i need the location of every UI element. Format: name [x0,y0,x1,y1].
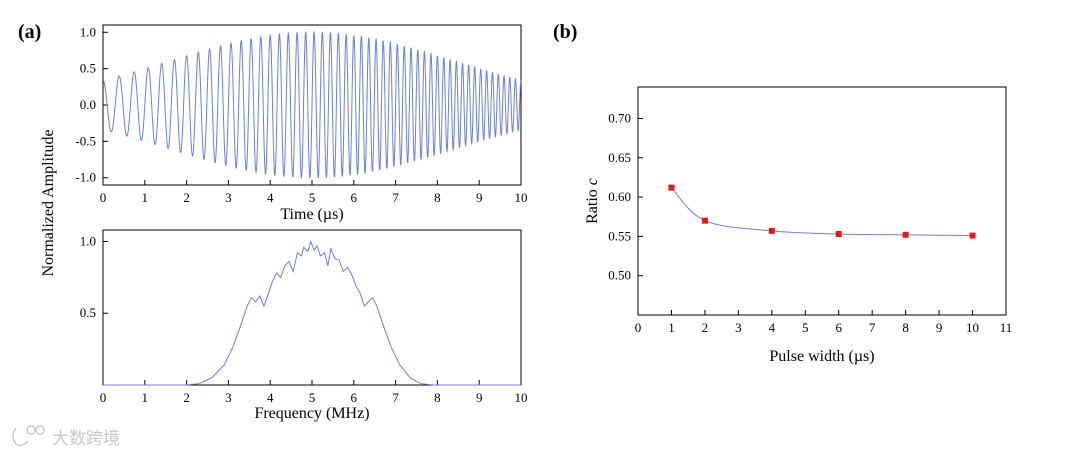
ratio-x-tick-label: 6 [835,320,842,335]
time-x-axis-label: Time (µs) [280,206,343,223]
ratio-x-tick-label: 5 [802,320,809,335]
ratio-y-ticks: 0.70 0.65 0.60 0.55 0.50 [608,110,643,283]
time-x-tick-label: 5 [309,190,316,205]
spectrum-x-tick-label: 3 [225,390,232,405]
ratio-y-tick-label: 0.65 [608,150,631,165]
panel-b-label: (b) [553,21,577,43]
time-x-tick-label: 0 [100,190,107,205]
spectrum-y-ticks: 1.0 0.5 [80,233,108,320]
time-x-tick-label: 1 [142,190,149,205]
spectrum-x-axis-label: Frequency (MHz) [254,405,369,422]
ratio-x-tick-label: 10 [966,320,979,335]
ratio-y-tick-label: 0.50 [608,268,631,283]
time-y-tick-label: 1.0 [80,24,96,39]
spectrum-y-tick-label: 0.5 [80,305,96,320]
time-y-ticks: 1.0 0.5 0.0 -0.5 -1.0 [75,24,108,185]
ratio-data-point [701,217,708,224]
ratio-x-axis-label: Pulse width (µs) [769,348,874,365]
watermark: 大数跨境 [12,425,120,449]
ratio-x-ticks: 0 1 2 3 4 5 6 7 8 9 10 11 [635,310,1013,335]
watermark-logo-icon [12,425,45,447]
spectrum-x-tick-label: 5 [309,390,316,405]
spectrum-chart: 0 1 2 3 4 5 6 7 8 9 10 1.0 0.5 Frequency (MHz) [80,229,528,422]
ratio-data-point [835,231,842,238]
time-y-tick-label: -1.0 [75,170,96,185]
ratio-y-label-var: c [584,178,601,185]
time-x-tick-label: 10 [515,190,528,205]
ratio-x-tick-label: 7 [869,320,876,335]
ratio-data-point [668,184,675,191]
spectrum-x-tick-label: 10 [515,390,528,405]
ratio-x-tick-label: 2 [702,320,709,335]
ratio-x-tick-label: 8 [902,320,909,335]
spectrum-x-tick-label: 6 [351,390,358,405]
spectrum-x-tick-label: 7 [392,390,399,405]
ratio-x-tick-label: 9 [936,320,943,335]
spectrum-x-tick-label: 1 [142,390,149,405]
ratio-plot-frame [637,86,1007,316]
spectrum-x-tick-label: 8 [434,390,441,405]
spectrum-y-tick-label: 1.0 [80,233,96,248]
time-x-tick-label: 8 [434,190,441,205]
spectrum-x-tick-label: 9 [476,390,483,405]
time-y-tick-label: 0.5 [80,61,96,76]
ratio-y-axis-label: Ratio c [584,178,601,224]
ratio-x-tick-label: 3 [735,320,742,335]
time-y-tick-label: 0.0 [80,97,96,112]
time-x-tick-label: 7 [392,190,399,205]
ratio-y-label-prefix: Ratio [584,185,601,224]
time-x-tick-label: 6 [351,190,358,205]
ratio-x-tick-label: 11 [1000,320,1013,335]
ratio-x-tick-label: 4 [769,320,776,335]
spectrum-trace [103,239,521,386]
time-x-ticks: 0 1 2 3 4 5 6 7 8 9 10 [100,180,528,205]
time-signal-trace [102,30,522,180]
ratio-data-point [768,227,775,234]
time-signal-chart: 0 1 2 3 4 5 6 7 8 9 10 1.0 0.5 0.0 -0.5 -1.0 Time (µs) [75,24,527,223]
ratio-y-tick-label: 0.70 [608,110,631,125]
ratio-x-tick-label: 1 [668,320,675,335]
spectrum-x-ticks: 0 1 2 3 4 5 6 7 8 9 10 [100,380,528,405]
time-x-tick-label: 9 [476,190,483,205]
time-y-tick-label: -0.5 [75,133,96,148]
ratio-x-tick-label: 0 [635,320,642,335]
shared-y-axis-label: Normalized Amplitude [40,129,57,276]
time-x-tick-label: 4 [267,190,274,205]
spectrum-x-tick-label: 4 [267,390,274,405]
ratio-data-point [902,231,909,238]
spectrum-x-tick-label: 0 [100,390,107,405]
time-x-tick-label: 2 [183,190,190,205]
ratio-markers [668,184,976,239]
spectrum-x-tick-label: 2 [183,390,190,405]
ratio-series-line [671,187,973,237]
ratio-y-tick-label: 0.60 [608,189,631,204]
panel-a-label: (a) [18,21,41,43]
ratio-chart: 0 1 2 3 4 5 6 7 8 9 10 11 0.70 0.65 0.60 0.55 0.50 Puls… [584,86,1013,365]
watermark-text: 大数跨境 [52,429,120,449]
ratio-y-tick-label: 0.55 [608,228,631,243]
time-x-tick-label: 3 [225,190,232,205]
ratio-data-point [969,232,976,239]
spectrum-plot-frame [102,229,522,386]
